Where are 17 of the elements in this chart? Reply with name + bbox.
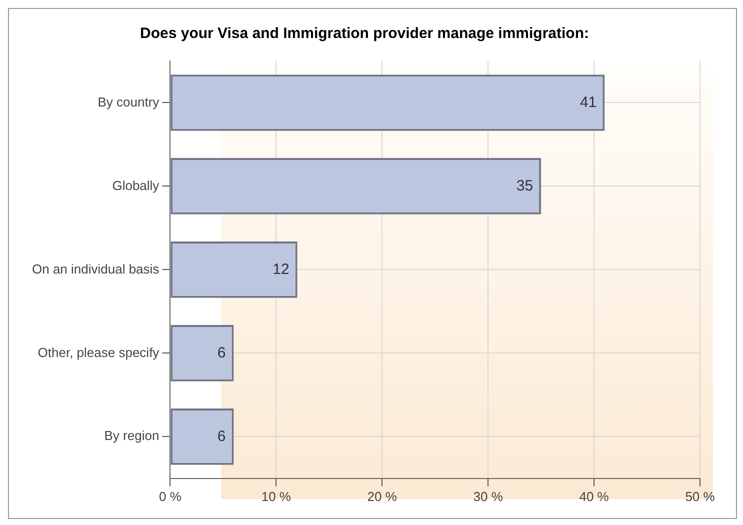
x-tick-label: 0 % bbox=[158, 488, 182, 504]
data-label: 35 bbox=[516, 177, 534, 194]
data-label: 41 bbox=[580, 94, 597, 111]
y-tick-label: Other, please specify bbox=[38, 344, 160, 360]
y-tick-label: By country bbox=[98, 94, 160, 110]
x-tick-label: 20 % bbox=[367, 488, 398, 504]
x-tick-label: 40 % bbox=[579, 488, 610, 504]
x-tick-label: 10 % bbox=[261, 488, 292, 504]
y-tick-label: Globally bbox=[112, 178, 160, 193]
chart-title: Does your Visa and Immigration provider manage immigration: bbox=[140, 25, 589, 42]
x-tick-label: 50 % bbox=[685, 488, 716, 504]
y-tick-label: By region bbox=[104, 428, 160, 444]
data-label: 6 bbox=[217, 344, 226, 362]
data-label: 12 bbox=[272, 260, 290, 278]
y-tick-label: On an individual basis bbox=[32, 261, 160, 276]
x-tick-label: 30 % bbox=[473, 488, 504, 504]
data-label: 6 bbox=[217, 428, 226, 445]
